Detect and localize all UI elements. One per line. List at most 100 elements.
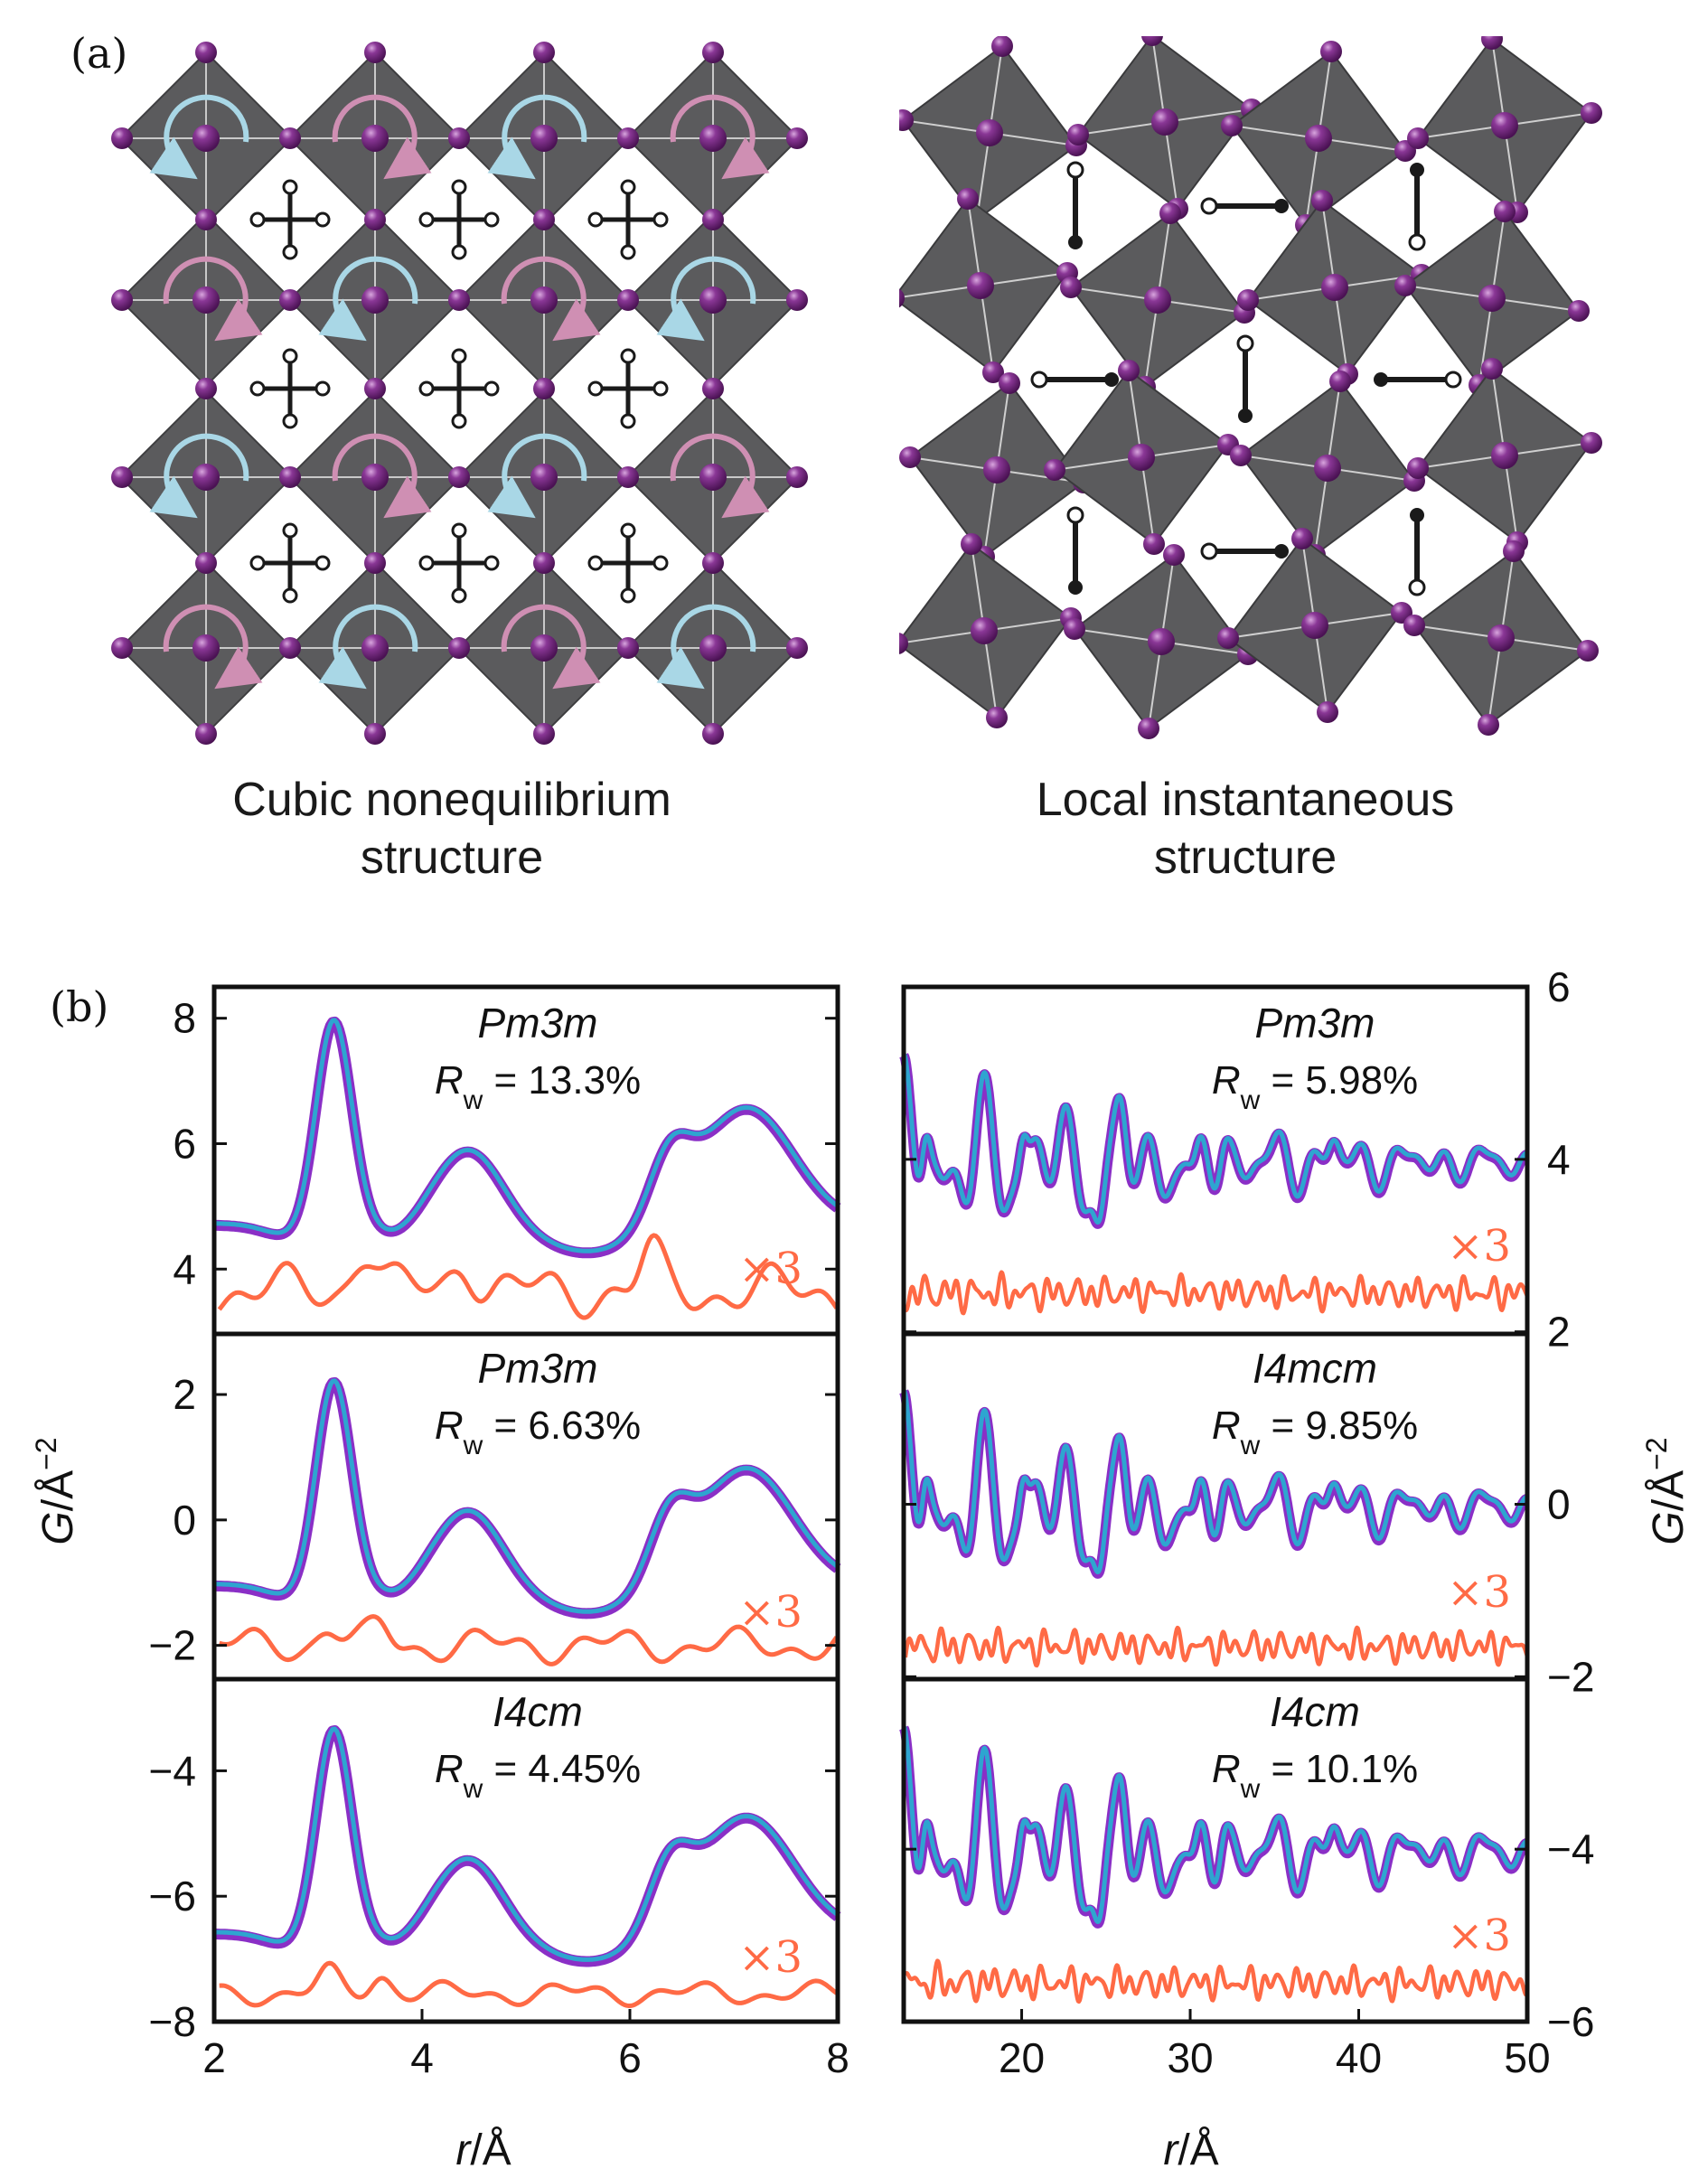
space-group-label: I4cm	[1270, 1688, 1360, 1735]
dipole-open-atom	[1444, 371, 1462, 389]
atom	[1394, 275, 1416, 296]
atom	[448, 127, 470, 149]
x-tick-label: 6	[618, 2034, 642, 2081]
cross-end-atom	[483, 380, 500, 397]
y-tick-label: 0	[173, 1497, 196, 1544]
atom	[1141, 36, 1163, 46]
atom	[1317, 701, 1338, 723]
cross-end-atom	[620, 413, 636, 429]
atom	[699, 286, 727, 314]
rw-label: Rw = 13.3%	[435, 1058, 641, 1115]
y-tick-label: 8	[173, 995, 196, 1042]
atom	[957, 188, 979, 210]
y-tick-label: −2	[149, 1622, 196, 1669]
atom	[1118, 360, 1140, 381]
atom	[1311, 190, 1333, 211]
atom	[1067, 124, 1089, 146]
x-tick-label: 30	[1167, 2034, 1213, 2081]
cross-end-atom	[620, 348, 636, 364]
x-tick-label: 20	[999, 2034, 1045, 2081]
cross-end-atom	[249, 555, 266, 571]
space-group-label: I4cm	[493, 1688, 583, 1735]
rotation-arrow-icon	[487, 433, 587, 519]
rw-label: Rw = 6.63%	[435, 1403, 641, 1460]
pdf-difference-line	[217, 1233, 839, 1320]
left-caption-line2: structure	[361, 831, 543, 884]
atom	[195, 378, 217, 399]
atom	[361, 634, 389, 662]
atom	[976, 119, 1003, 146]
atom	[1217, 627, 1239, 649]
y-tick-label: 4	[173, 1245, 196, 1292]
atom	[195, 209, 217, 230]
rotation-arrow-icon	[670, 94, 770, 180]
atom	[702, 552, 724, 574]
atom	[361, 464, 389, 491]
atom	[786, 466, 808, 488]
atom	[533, 378, 555, 399]
right-caption-line2: structure	[1154, 831, 1337, 884]
atom	[617, 289, 639, 311]
dipole-open-atom	[1408, 233, 1426, 251]
atom	[279, 289, 301, 311]
atom	[530, 286, 558, 314]
scale-factor-label: ×3	[738, 1932, 802, 1983]
scale-factor-label: ×3	[1447, 1910, 1511, 1961]
atom	[279, 127, 301, 149]
atom	[1044, 459, 1065, 481]
atom	[699, 125, 727, 152]
y-tick-label: 2	[1547, 1309, 1571, 1356]
atom	[361, 125, 389, 152]
x-tick-label: 8	[826, 2034, 849, 2081]
atom	[1144, 286, 1171, 314]
atom	[530, 125, 558, 152]
x-tick-label: 40	[1336, 2034, 1382, 2081]
atom	[1581, 102, 1602, 124]
y-tick-label: 6	[1547, 963, 1571, 1010]
rotation-arrow-icon	[163, 256, 263, 342]
y-tick-label: −4	[149, 1747, 196, 1794]
atom	[111, 637, 133, 659]
pdf-fit-line	[213, 1378, 840, 1614]
atom	[111, 466, 133, 488]
rotation-arrow-icon	[149, 433, 249, 519]
pdf-fit-line	[901, 1052, 1529, 1225]
atom	[899, 446, 921, 468]
atom	[1503, 540, 1525, 562]
atom	[364, 552, 386, 574]
y-tick-label: 2	[173, 1371, 196, 1418]
rotation-arrow-icon	[487, 94, 587, 180]
y-tick-label: −4	[1547, 1826, 1594, 1873]
atom	[967, 272, 994, 299]
atom	[982, 361, 1004, 383]
dipole-open-atom	[1200, 197, 1218, 215]
pdf-fit-line	[901, 1388, 1529, 1574]
atom	[1407, 457, 1429, 479]
space-group-label: I4mcm	[1253, 1345, 1377, 1392]
left-x-axis-label: r/Å	[455, 2126, 511, 2174]
rotation-arrow-icon	[318, 604, 418, 690]
dipole-filled-atom	[1410, 508, 1424, 522]
atom	[702, 42, 724, 63]
pdf-difference-line	[904, 1270, 1530, 1316]
atom	[361, 286, 389, 314]
cross-end-atom	[418, 555, 435, 571]
left-y-axis-label: G/Å−2	[30, 1437, 82, 1544]
cross-end-atom	[451, 587, 467, 604]
rotation-arrow-icon	[318, 256, 418, 342]
cross-end-atom	[451, 244, 467, 260]
atom	[1478, 714, 1499, 736]
atom	[986, 707, 1008, 728]
atom	[111, 127, 133, 149]
dipole-filled-atom	[1410, 163, 1424, 177]
dipole-open-atom	[1066, 161, 1084, 179]
atom	[1407, 127, 1429, 149]
local-structure-diagram	[899, 36, 1602, 739]
atom	[192, 125, 220, 152]
rotation-arrow-icon	[656, 604, 756, 690]
rotation-arrow-icon	[656, 256, 756, 342]
y-tick-label: −2	[1547, 1653, 1594, 1700]
atom	[1494, 201, 1516, 222]
dipole-filled-atom	[1068, 235, 1083, 249]
x-tick-label: 2	[202, 2034, 226, 2081]
